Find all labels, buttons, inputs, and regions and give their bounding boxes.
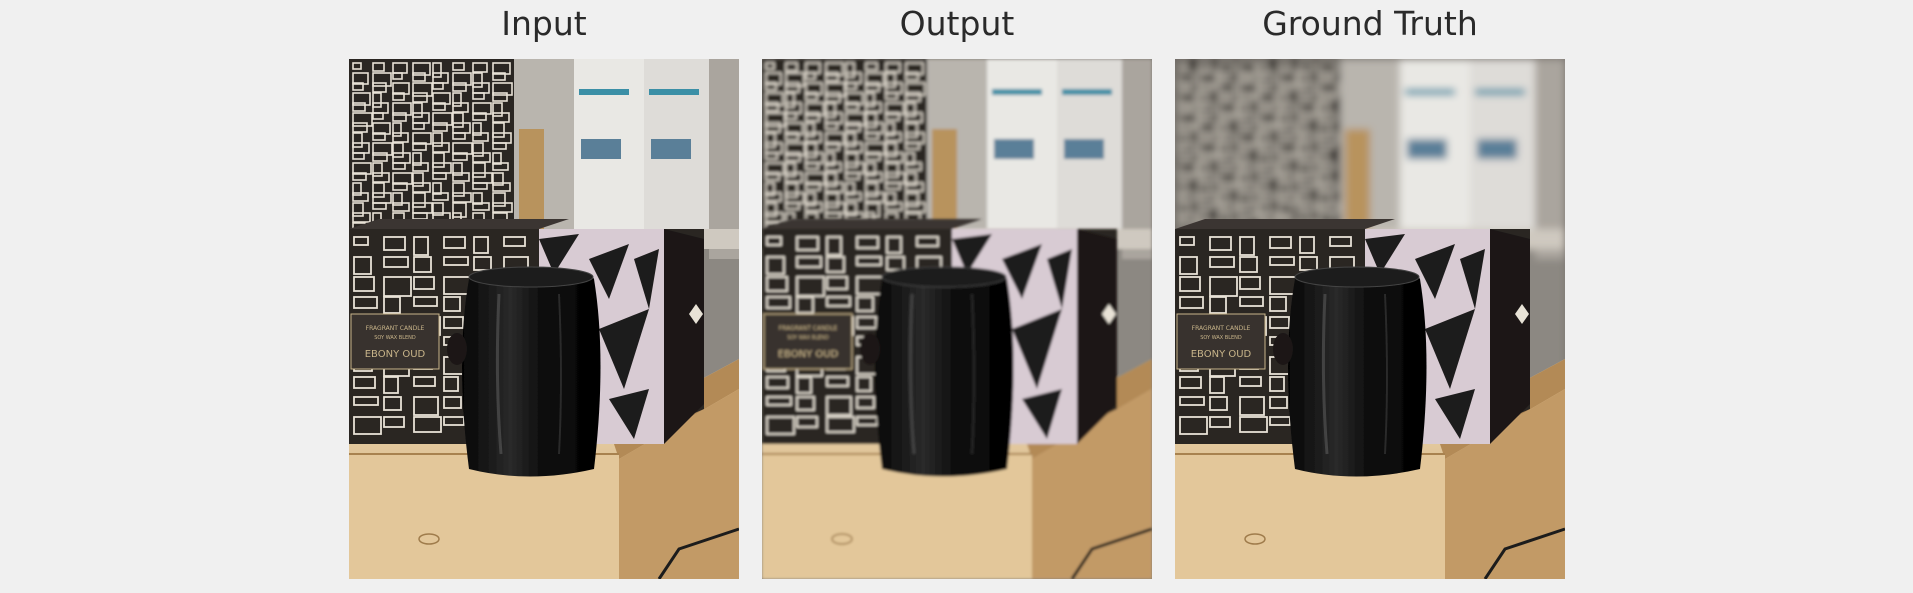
label-line-2: SOY WAX BLEND (787, 335, 829, 341)
label-name: EBONY OUD (365, 349, 426, 360)
output-title: Output (899, 4, 1015, 43)
ground-truth-image: FRAGRANT CANDLE SOY WAX BLEND EBONY OUD (1175, 59, 1565, 579)
scene-svg: FRAGRANT CANDLE SOY WAX BLEND EBONY OUD (349, 59, 739, 579)
label-line-2: SOY WAX BLEND (374, 335, 416, 341)
label-line-1: FRAGRANT CANDLE (1192, 325, 1251, 332)
label-line-2: SOY WAX BLEND (1200, 335, 1242, 341)
foreground-products: FRAGRANT CANDLE SOY WAX BLEND EBONY OUD (1175, 219, 1565, 579)
foreground-products: FRAGRANT CANDLE SOY WAX BLEND EBONY OUD (349, 219, 739, 579)
label-line-1: FRAGRANT CANDLE (779, 325, 838, 332)
output-image: FRAGRANT CANDLE SOY WAX BLEND EBONY OUD (762, 59, 1152, 579)
scene-svg: FRAGRANT CANDLE SOY WAX BLEND EBONY OUD (1175, 59, 1565, 579)
foreground-products: FRAGRANT CANDLE SOY WAX BLEND EBONY OUD (762, 219, 1152, 579)
input-title: Input (501, 4, 587, 43)
label-name: EBONY OUD (778, 349, 839, 360)
input-image: FRAGRANT CANDLE SOY WAX BLEND EBONY OUD (349, 59, 739, 579)
scene-svg: FRAGRANT CANDLE SOY WAX BLEND EBONY OUD (762, 59, 1152, 579)
label-name: EBONY OUD (1191, 349, 1252, 360)
ground-truth-title: Ground Truth (1262, 4, 1478, 43)
label-line-1: FRAGRANT CANDLE (366, 325, 425, 332)
